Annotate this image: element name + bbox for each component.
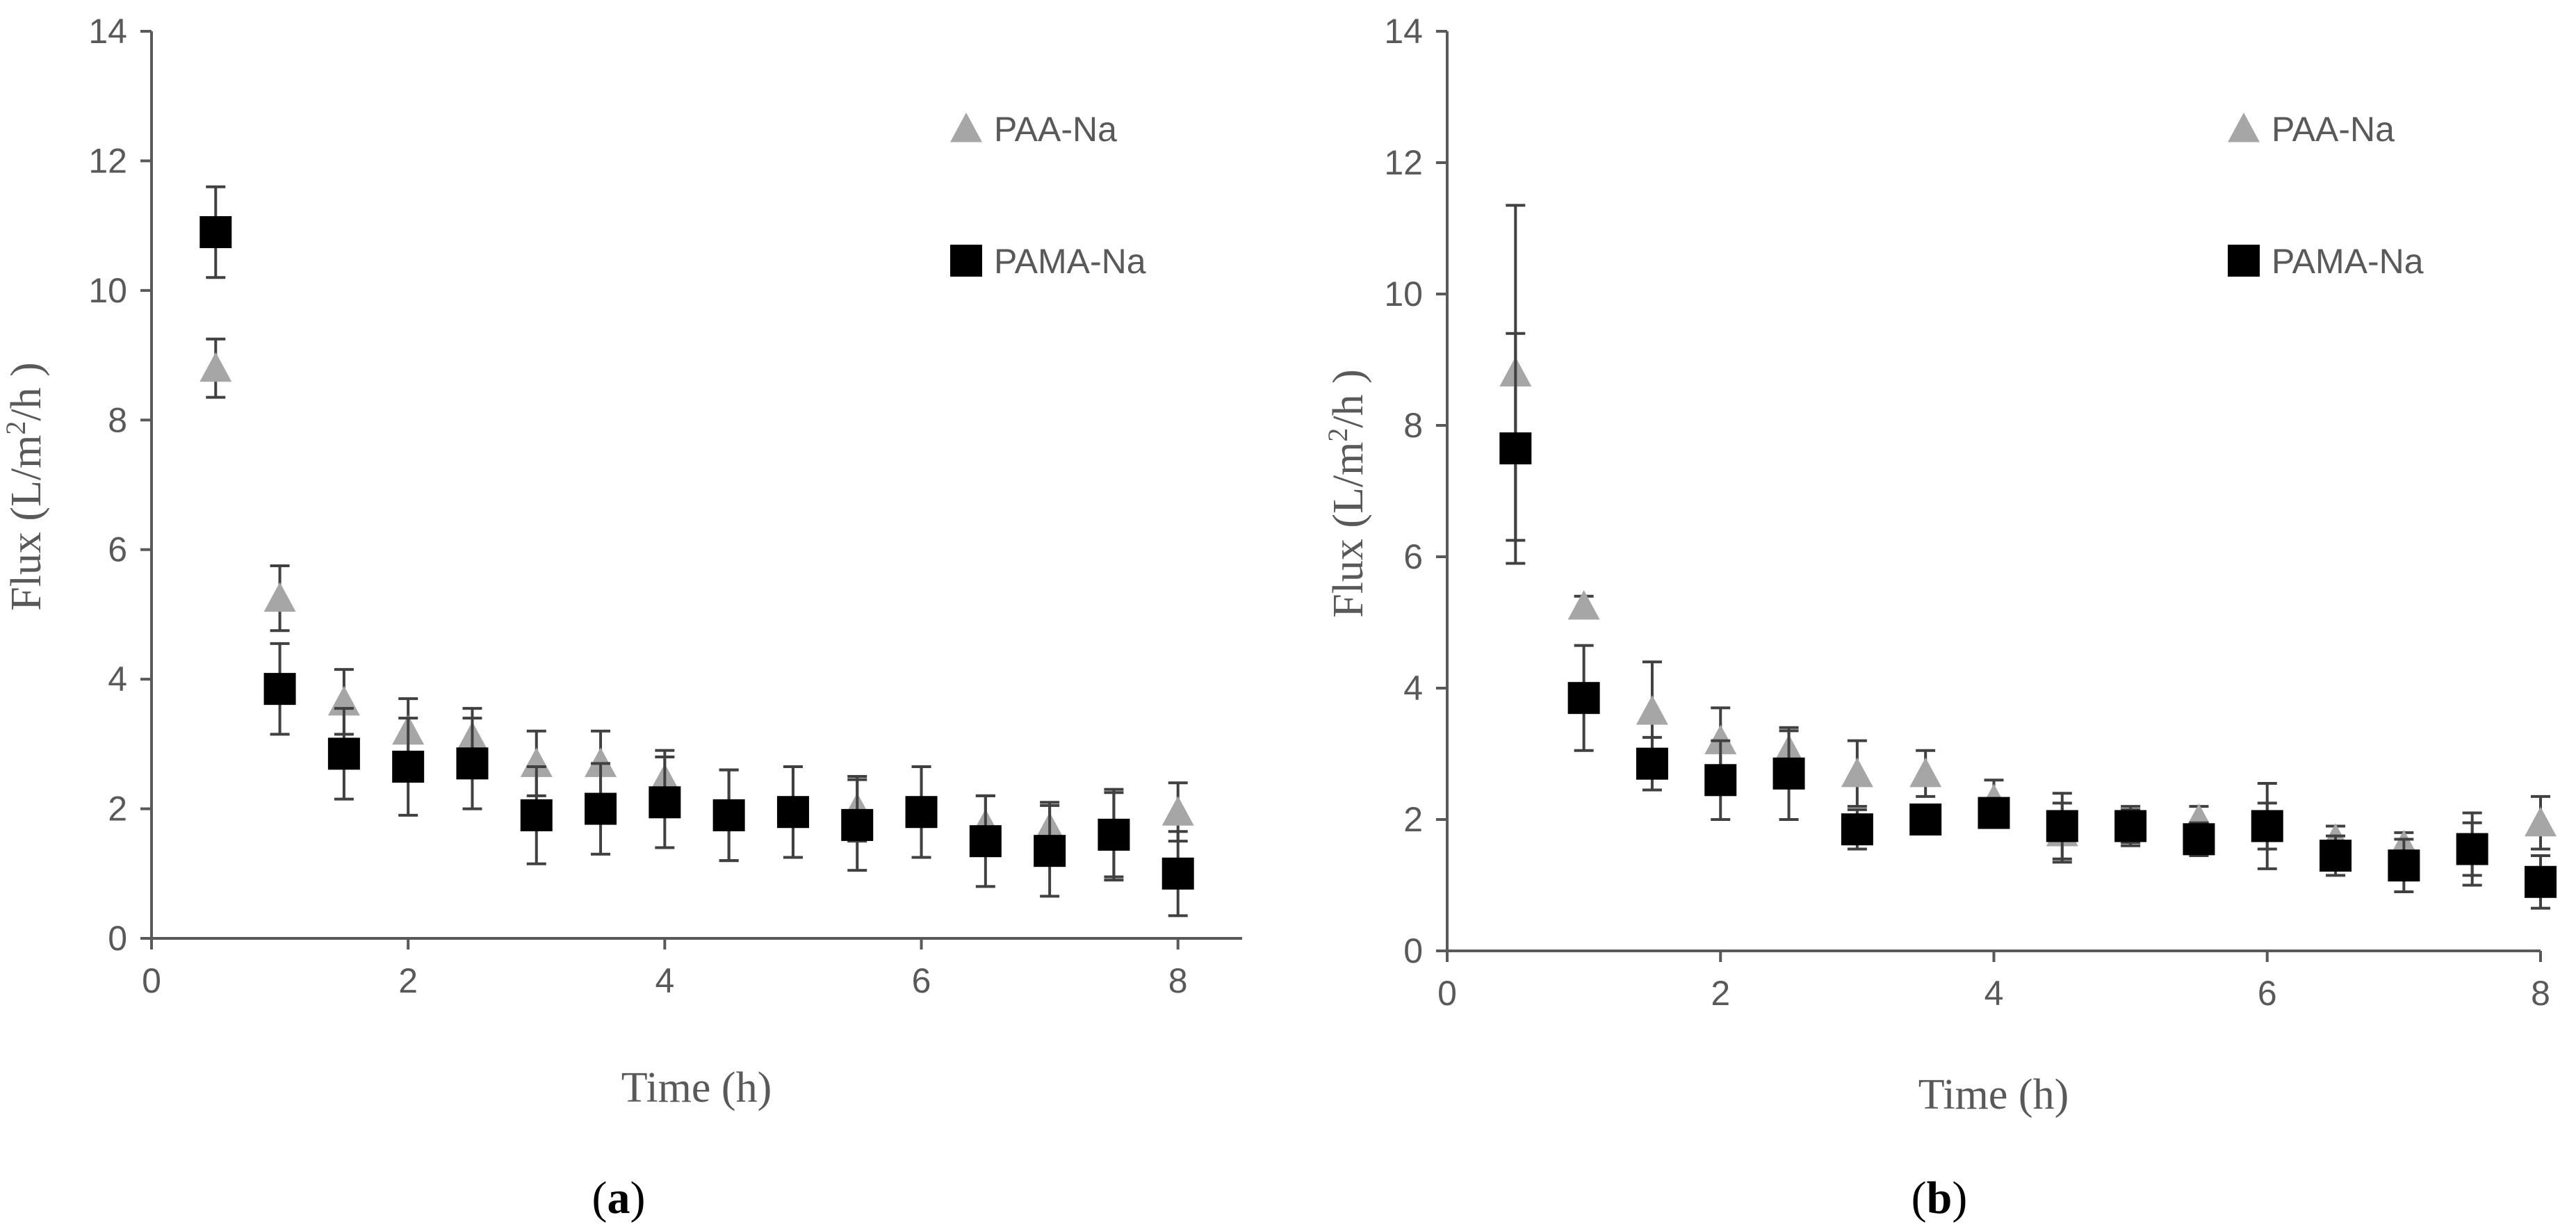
data-point-square xyxy=(263,673,296,706)
legend: PAA-Na PAMA-Na xyxy=(2228,110,2424,281)
data-point-triangle xyxy=(199,352,232,382)
y-axis-title-tail: /h ) xyxy=(3,362,50,421)
data-point-square xyxy=(1704,764,1737,797)
data-point-triangle xyxy=(1909,757,1942,788)
y-tick-label: 8 xyxy=(1403,406,1423,445)
x-tick-label: 8 xyxy=(2531,974,2550,1013)
data-point-square xyxy=(1636,747,1668,780)
y-tick-label: 8 xyxy=(108,400,127,439)
data-point-square xyxy=(2251,810,2283,842)
data-point-square xyxy=(585,792,617,825)
x-tick-label: 6 xyxy=(2258,974,2277,1013)
data-point-square xyxy=(2046,810,2078,842)
data-point-square xyxy=(2388,849,2420,882)
data-point-square xyxy=(199,215,232,248)
data-point-square xyxy=(1841,813,1873,846)
data-point-triangle xyxy=(263,582,296,612)
y-tick-label: 14 xyxy=(88,12,127,51)
data-point-square xyxy=(841,808,874,841)
panel-a-label: (a) xyxy=(592,1173,646,1223)
y-tick-label: 6 xyxy=(1403,537,1423,576)
data-point-triangle xyxy=(2525,806,2557,837)
x-tick-label: 6 xyxy=(912,961,931,1000)
data-point-triangle xyxy=(1567,589,1600,620)
legend-marker-paa-na xyxy=(950,113,982,142)
data-point-triangle xyxy=(520,747,553,777)
y-tick-label: 12 xyxy=(1384,143,1423,182)
data-point-square xyxy=(905,796,938,829)
data-point-square xyxy=(776,796,809,829)
data-point-square xyxy=(327,737,360,770)
data-point-square xyxy=(2320,839,2352,872)
y-axis-title-sup: 2 xyxy=(0,421,31,435)
data-point-square xyxy=(969,825,1002,858)
data-point-triangle xyxy=(1841,757,1873,788)
x-axis-title: Time (h) xyxy=(1918,1071,2069,1118)
y-tick-label: 12 xyxy=(88,141,127,180)
x-axis-title: Time (h) xyxy=(621,1064,772,1111)
data-point-square xyxy=(1978,797,2010,829)
data-point-square xyxy=(1909,804,1942,835)
data-point-square xyxy=(649,786,681,819)
legend-label-paa-na: PAA-Na xyxy=(994,110,1117,149)
data-point-square xyxy=(2183,823,2215,856)
legend: PAA-Na PAMA-Na xyxy=(950,110,1146,281)
y-tick-label: 2 xyxy=(1403,800,1423,839)
data-point-square xyxy=(1772,757,1805,790)
y-axis-title-base: Flux (L/m xyxy=(1325,442,1372,618)
y-tick-label: 0 xyxy=(1403,931,1423,970)
y-tick-label: 10 xyxy=(1384,275,1423,313)
y-tick-label: 10 xyxy=(88,271,127,310)
x-tick-label: 8 xyxy=(1168,961,1188,1000)
legend-marker-paa-na xyxy=(2228,113,2260,142)
data-point-triangle xyxy=(1636,695,1668,725)
y-tick-label: 6 xyxy=(108,530,127,569)
data-point-square xyxy=(2525,865,2557,898)
legend-label-paa-na: PAA-Na xyxy=(2272,110,2395,149)
panel-b-label: (b) xyxy=(1911,1173,1968,1223)
y-tick-label: 2 xyxy=(108,790,127,829)
data-point-square xyxy=(2456,833,2488,865)
data-point-square xyxy=(2114,810,2147,842)
x-tick-label: 2 xyxy=(1711,974,1730,1013)
legend-label-pama-na: PAMA-Na xyxy=(994,242,1146,281)
data-point-square xyxy=(392,750,425,783)
x-tick-label: 4 xyxy=(655,961,674,1000)
data-point-square xyxy=(1161,857,1194,890)
x-tick-label: 2 xyxy=(398,961,418,1000)
data-point-square xyxy=(1499,432,1532,465)
y-axis-title: Flux (L/m2/h ) xyxy=(0,362,50,611)
x-tick-label: 4 xyxy=(1984,974,2004,1013)
data-point-square xyxy=(520,799,553,831)
data-point-square xyxy=(1098,818,1130,851)
legend-marker-pama-na xyxy=(950,245,982,277)
y-tick-label: 4 xyxy=(1403,669,1423,708)
y-tick-label: 4 xyxy=(108,660,127,699)
x-tick-label: 0 xyxy=(142,961,161,1000)
legend-marker-pama-na xyxy=(2228,245,2260,277)
y-axis-title-base: Flux (L/m xyxy=(3,435,50,611)
x-tick-label: 0 xyxy=(1437,974,1457,1013)
data-point-square xyxy=(456,747,489,780)
y-tick-label: 14 xyxy=(1384,12,1423,51)
data-point-square xyxy=(712,799,745,831)
y-axis-title: Flux (L/m2/h ) xyxy=(1322,369,1372,618)
y-axis-title-sup: 2 xyxy=(1322,428,1353,442)
data-point-triangle xyxy=(1161,796,1194,826)
y-tick-label: 0 xyxy=(108,919,127,958)
y-axis-title-tail: /h ) xyxy=(1325,369,1372,427)
legend-label-pama-na: PAMA-Na xyxy=(2272,242,2424,281)
series-pama-na xyxy=(199,185,1194,918)
data-point-square xyxy=(1567,682,1600,715)
data-point-square xyxy=(1034,835,1066,867)
series-pama-na xyxy=(1499,332,2557,910)
